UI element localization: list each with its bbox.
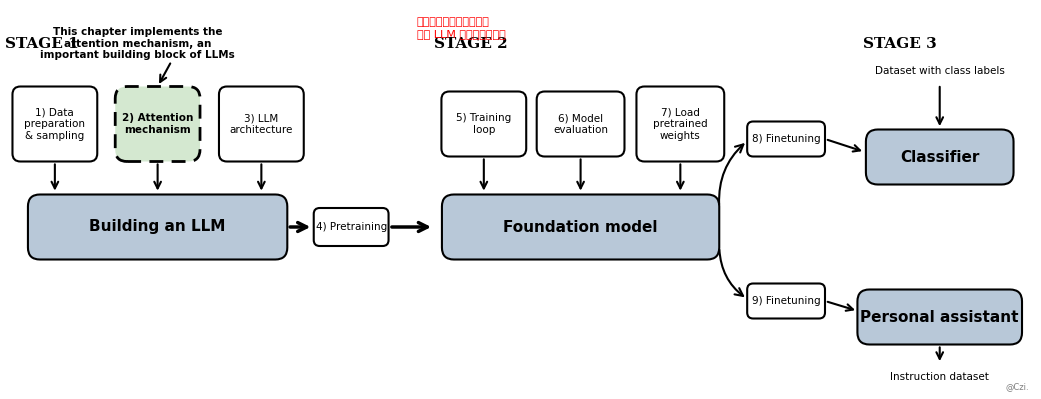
Text: STAGE 2: STAGE 2 — [434, 37, 508, 51]
Text: Building an LLM: Building an LLM — [90, 219, 226, 235]
Text: 3) LLM
architecture: 3) LLM architecture — [230, 113, 294, 135]
FancyBboxPatch shape — [12, 87, 97, 162]
Text: @Czi.: @Czi. — [1006, 382, 1030, 391]
FancyBboxPatch shape — [636, 87, 725, 162]
Text: 1) Data
preparation
& sampling: 1) Data preparation & sampling — [24, 107, 85, 140]
Text: 5) Training
loop: 5) Training loop — [456, 113, 511, 135]
Text: STAGE 3: STAGE 3 — [863, 37, 937, 51]
Text: Classifier: Classifier — [900, 150, 980, 164]
FancyBboxPatch shape — [28, 194, 287, 259]
FancyBboxPatch shape — [747, 284, 826, 318]
FancyBboxPatch shape — [116, 87, 200, 162]
Text: 2) Attention
mechanism: 2) Attention mechanism — [122, 113, 194, 135]
Text: 7) Load
pretrained
weights: 7) Load pretrained weights — [653, 107, 708, 140]
FancyBboxPatch shape — [858, 290, 1022, 344]
FancyBboxPatch shape — [219, 87, 304, 162]
FancyBboxPatch shape — [537, 91, 625, 156]
Text: This chapter implements the
attention mechanism, an
important building block of : This chapter implements the attention me… — [41, 27, 235, 60]
Text: 6) Model
evaluation: 6) Model evaluation — [553, 113, 608, 135]
Text: 本章实现了注意力机制，
这是 LLM 的重要组成部分: 本章实现了注意力机制， 这是 LLM 的重要组成部分 — [417, 17, 506, 39]
Text: Dataset with class labels: Dataset with class labels — [874, 66, 1005, 76]
FancyBboxPatch shape — [747, 122, 826, 156]
Text: Foundation model: Foundation model — [504, 219, 658, 235]
Text: STAGE 1: STAGE 1 — [5, 37, 79, 51]
Text: 8) Finetuning: 8) Finetuning — [752, 134, 820, 144]
FancyBboxPatch shape — [442, 194, 719, 259]
Text: 4) Pretraining: 4) Pretraining — [315, 222, 387, 232]
Text: Instruction dataset: Instruction dataset — [890, 372, 989, 382]
FancyBboxPatch shape — [866, 130, 1014, 184]
Text: Personal assistant: Personal assistant — [861, 310, 1019, 324]
FancyBboxPatch shape — [441, 91, 526, 156]
FancyBboxPatch shape — [313, 208, 388, 246]
Text: 9) Finetuning: 9) Finetuning — [752, 296, 820, 306]
